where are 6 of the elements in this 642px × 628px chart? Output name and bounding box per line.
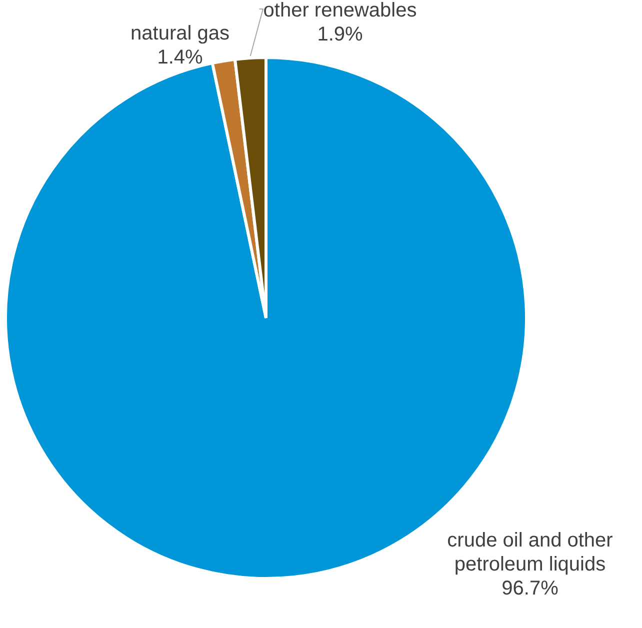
slice-label: other renewables (263, 0, 417, 22)
data-label: 1.4% (157, 46, 204, 69)
data-label: 1.9% (317, 24, 364, 46)
data-label: 96.7% (502, 578, 559, 600)
slice-label: natural gas (130, 22, 230, 45)
slice-label: crude oil and other petroleum liquids (447, 530, 614, 576)
